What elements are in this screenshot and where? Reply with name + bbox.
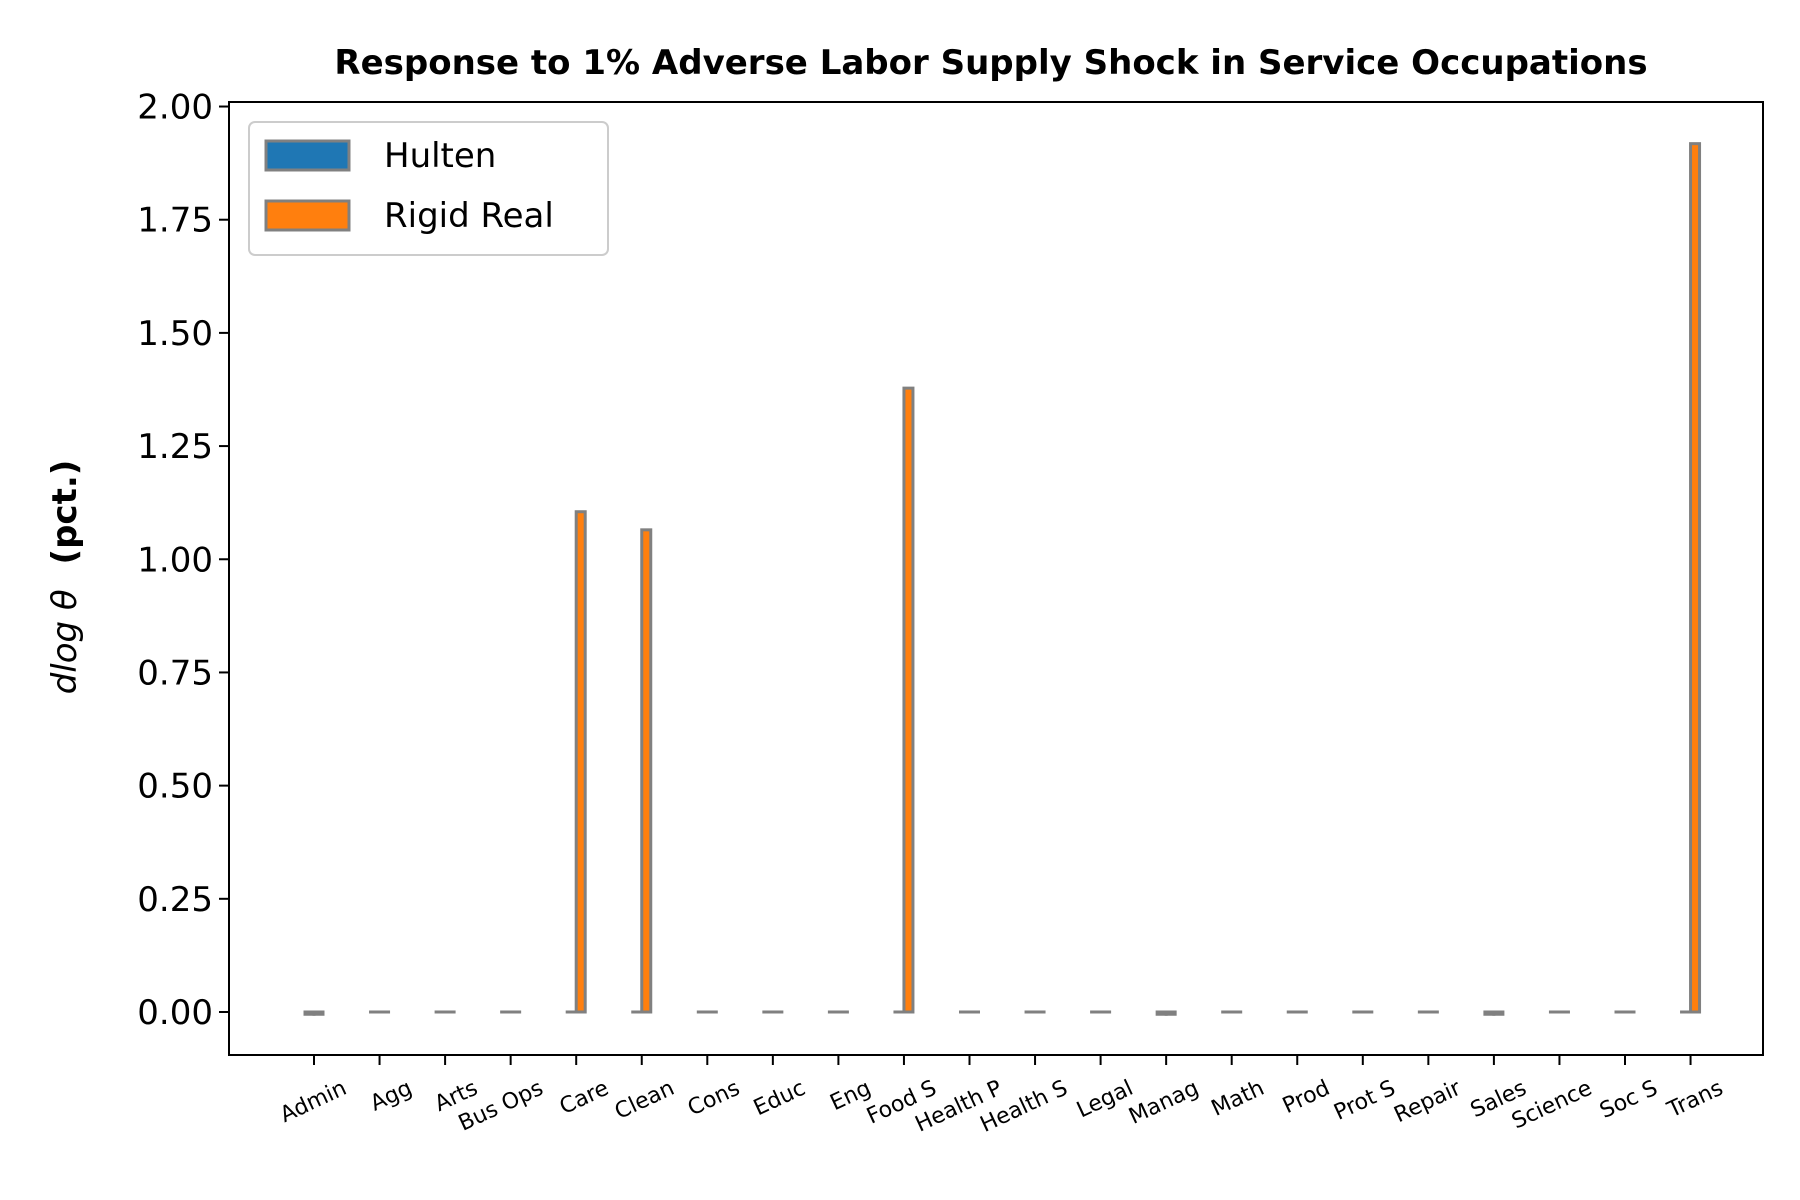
x-tick-label: Trans (1663, 1076, 1727, 1124)
x-tick-label: Prot S (1330, 1076, 1399, 1126)
bar-rigid-real (312, 1010, 325, 1016)
y-tick-label: 1.50 (137, 314, 213, 354)
y-tick-label: 0.75 (137, 653, 213, 693)
x-tick-label: Educ (750, 1076, 809, 1121)
y-tick-label: 2.00 (137, 88, 213, 128)
plot-frame (228, 101, 1764, 1056)
legend-swatch-hulten (264, 139, 351, 172)
svg-text:dlog θ (pct.): dlog θ (pct.) (45, 460, 85, 695)
bar-rigid-real (902, 386, 915, 1014)
chart-title: Response to 1% Adverse Labor Supply Shoc… (334, 43, 1647, 83)
y-axis: 0.00 0.25 0.50 0.75 1.00 1.25 1.50 1.75 2.00 (137, 88, 229, 1033)
legend-label-hulten: Hulten (384, 136, 496, 176)
bar-rigid-real (1164, 1010, 1177, 1016)
x-tick-label: Math (1208, 1076, 1268, 1122)
y-tick-label: 1.75 (137, 201, 213, 241)
y-axis-label-math: dlog θ (45, 589, 85, 694)
x-tick-label: Legal (1073, 1076, 1137, 1124)
x-tick-label: Care (556, 1076, 613, 1120)
y-axis-label: dlog θ (pct.) (45, 460, 85, 695)
y-tick-label: 0.00 (137, 993, 213, 1033)
legend: Hulten Rigid Real (248, 121, 609, 256)
x-tick-label: Clean (611, 1076, 678, 1125)
x-tick-label: Agg (367, 1076, 417, 1117)
x-tick-label: Cons (684, 1076, 744, 1122)
bar-rigid-real (640, 528, 653, 1014)
y-tick-label: 0.50 (137, 767, 213, 807)
legend-swatch-rigid-real (264, 199, 351, 232)
bar-rigid-real (574, 510, 587, 1014)
x-tick-label: Soc S (1596, 1076, 1661, 1124)
bar-rigid-real (1492, 1010, 1505, 1016)
x-tick-label: Prod (1279, 1076, 1334, 1119)
y-axis-label-unit: (pct.) (45, 460, 85, 565)
x-tick-label: Repair (1390, 1075, 1465, 1128)
legend-label-rigid-real: Rigid Real (384, 196, 554, 236)
bars-layer (303, 142, 1702, 1016)
y-tick-label: 1.00 (137, 540, 213, 580)
y-tick-label: 0.25 (137, 880, 213, 920)
y-tick-label: 1.25 (137, 427, 213, 467)
bar-rigid-real (1689, 142, 1702, 1014)
x-tick-label: Admin (276, 1076, 350, 1128)
x-tick-label: Manag (1125, 1076, 1203, 1130)
